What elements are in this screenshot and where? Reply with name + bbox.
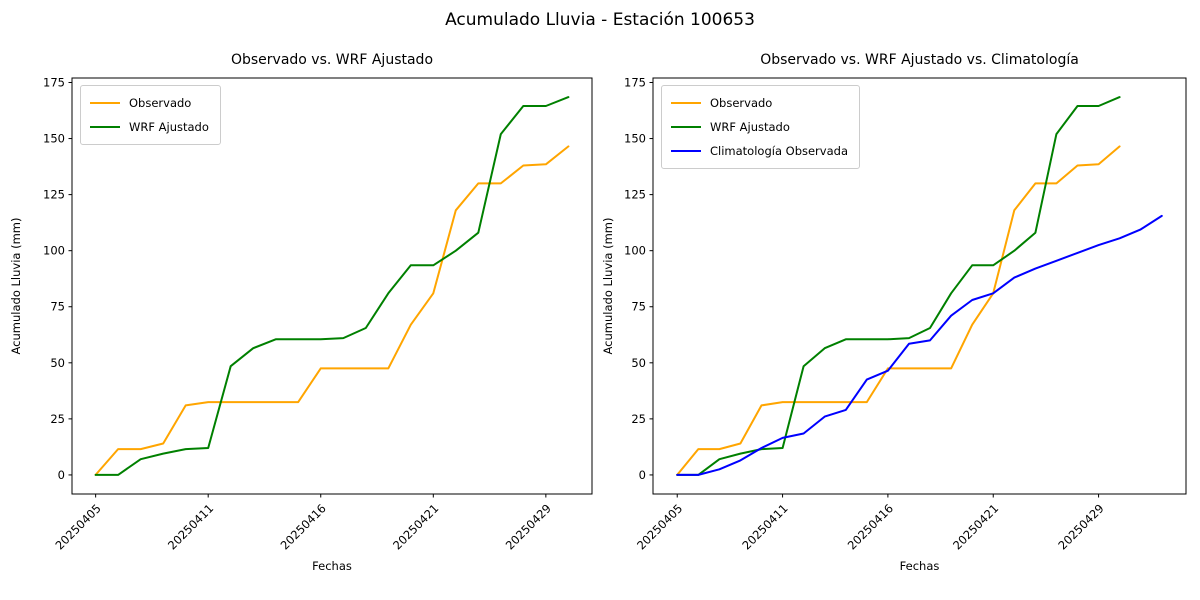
legend-line-swatch [90,125,120,129]
right-chart-legend: Observado WRF Ajustado Climatología Observ… [661,85,860,169]
x-tick-label: 20250429 [503,501,554,552]
x-axis-label: Fechas [900,559,940,573]
y-tick-label: 100 [624,244,646,258]
series-line-wrf-ajustado [676,96,1121,476]
y-tick-label: 75 [50,300,65,314]
x-axis-label: Fechas [312,559,352,573]
left-chart-title: Observado vs. WRF Ajustado [230,52,434,68]
right-chart-title: Observado vs. WRF Ajustado vs. Climatolo… [760,52,1079,68]
x-tick-label: 20250421 [950,501,1001,552]
y-tick-label: 175 [624,75,646,89]
legend-label: WRF Ajustado [129,120,209,134]
subplot-right: Observado vs. WRF Ajustado vs. Climatolo… [600,0,1200,600]
legend-label: Observado [710,96,773,110]
legend-entry: Observado [671,91,848,115]
x-tick-label: 20250405 [52,501,103,552]
x-tick-label: 20250421 [390,501,441,552]
x-tick-label: 20250405 [634,501,685,552]
series-line-climatolog-a-observada [676,214,1163,476]
legend-label: Climatología Observada [710,144,848,158]
y-tick-label: 50 [631,356,646,370]
left-chart-legend: Observado WRF Ajustado [80,85,221,145]
legend-entry: Climatología Observada [671,139,848,163]
x-tick-label: 20250411 [739,501,790,552]
y-tick-label: 75 [631,300,646,314]
y-tick-label: 125 [43,188,65,202]
y-tick-label: 0 [58,468,65,482]
legend-entry: Observado [90,91,209,115]
x-tick-label: 20250429 [1055,501,1106,552]
y-tick-label: 25 [50,412,65,426]
y-tick-label: 50 [50,356,65,370]
legend-line-swatch [671,101,701,105]
legend-entry: WRF Ajustado [671,115,848,139]
legend-label: Observado [129,96,192,110]
legend-line-swatch [671,125,701,129]
y-axis-label: Acumulado Lluvia (mm) [601,218,615,355]
subplot-left: Observado vs. WRF Ajustado 0 25 50 75 100 125… [9,52,593,573]
series-line-observado [94,145,570,476]
series-line-observado [676,145,1121,476]
y-tick-label: 175 [43,75,65,89]
y-tick-label: 150 [43,132,65,146]
right-chart-canvas: 0 25 50 75 100 125 150 175 20250405 20250411 20250… [601,75,1187,573]
y-tick-label: 125 [624,188,646,202]
plot-border [71,77,593,495]
left-chart-canvas: 0 25 50 75 100 125 150 175 20250405 20250411 20250… [9,75,593,573]
legend-entry: WRF Ajustado [90,115,209,139]
y-axis-label: Acumulado Lluvia (mm) [9,218,23,355]
figure-title: Acumulado Lluvia - Estación 100653 [445,10,755,30]
x-tick-label: 20250416 [278,501,329,552]
x-tick-label: 20250411 [165,501,216,552]
y-tick-label: 0 [639,468,646,482]
y-tick-label: 150 [624,132,646,146]
legend-line-swatch [671,149,701,153]
x-tick-label: 20250416 [845,501,896,552]
legend-label: WRF Ajustado [710,120,790,134]
y-tick-label: 100 [43,244,65,258]
legend-line-swatch [90,101,120,105]
y-tick-label: 25 [631,412,646,426]
plot-border [652,77,1187,495]
series-line-wrf-ajustado [94,96,570,476]
